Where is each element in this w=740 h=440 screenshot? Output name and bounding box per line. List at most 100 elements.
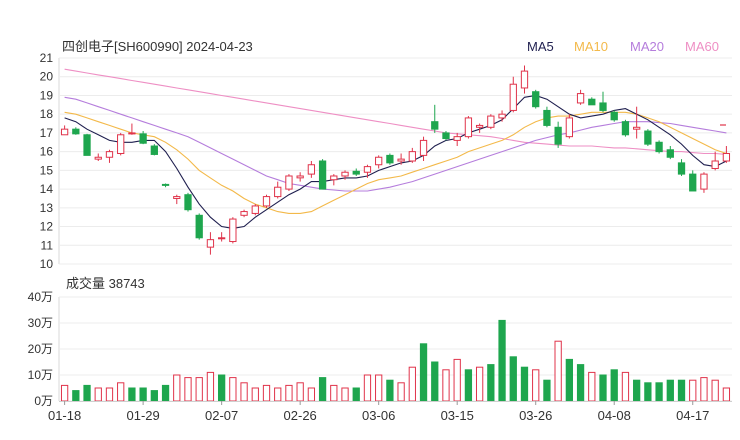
x-tick-label: 04-17 [676,408,709,423]
candle [262,194,271,208]
candle-body [520,70,529,89]
candle [487,114,495,130]
volume-bar [610,369,618,402]
candle-body [655,141,663,153]
candle-body [498,113,506,119]
candle-body [487,115,495,128]
volume-bar [206,371,215,402]
volume-bar [251,387,259,402]
candle-body [397,158,405,162]
volume-bar [666,379,674,402]
price-y-axis: 10 11 12 13 14 15 16 17 18 19 20 21 [40,51,54,271]
legend-ma5: MA5 [527,39,554,54]
volume-bar [655,382,663,402]
volume-bar [554,340,562,402]
candle-body [408,151,416,162]
candle-body [330,175,338,181]
candle-body [94,156,102,160]
candle [161,183,170,188]
volume-bar [475,366,484,402]
candle-body [274,186,282,198]
candle-body [262,196,271,207]
candle-body [218,237,226,240]
candle [72,127,80,135]
candle-body [161,183,170,186]
x-tick-label: 01-29 [127,408,160,423]
volume-y-axis: 0万 10万 20万 30万 40万 [28,290,53,408]
candle-body [442,132,450,140]
volume-bar [285,384,293,402]
candle [689,170,697,192]
candle-body [139,133,147,144]
candle-body [588,98,596,106]
volume-bar [487,364,495,402]
candle-body [285,175,293,190]
volume-bar [195,377,203,402]
volume-bars [60,319,731,402]
x-tick-label: 03-26 [519,408,552,423]
volume-bar [677,379,686,402]
candle [554,121,562,148]
candle-body [532,91,540,108]
candle-body [184,194,192,211]
legend-ma20: MA20 [630,39,664,54]
candle-body [689,173,697,192]
candle [375,155,383,169]
volume-title: 成交量 38743 [66,276,145,291]
x-axis: 01-18 01-29 02-07 02-26 03-06 03-15 03-26 04-08… [48,401,732,423]
price-y-tick-label: 16 [40,145,54,159]
candle [532,89,540,109]
price-y-tick-label: 15 [40,163,54,177]
candle-body [666,149,674,158]
candle [352,168,360,176]
price-y-tick-label: 21 [40,51,54,65]
candle [442,131,450,141]
candle [251,204,259,216]
candle [431,104,439,133]
volume-bar [94,387,102,402]
candle-body [543,109,551,126]
candle [218,232,226,242]
candle-body [251,205,259,214]
candle [83,133,91,156]
volume-bar [307,387,316,402]
volume-bar [565,358,573,402]
legend-ma60: MA60 [685,39,719,54]
candle [464,116,473,139]
volume-bar [72,390,80,402]
price-title: 四创电子[SH600990] 2024-04-23 [62,39,253,54]
candle [128,123,136,135]
volume-bar [520,366,529,402]
volume-bar [576,364,585,402]
volume-y-tick-label: 10万 [28,368,53,382]
candle [195,213,203,240]
candle-body [318,160,327,190]
candle-body [576,93,585,104]
volume-bar [442,369,450,402]
candle-body [419,139,428,156]
volume-bar [296,382,304,402]
candle [307,161,316,178]
candle [700,172,708,193]
candle-body [431,121,439,130]
candle [408,147,416,163]
candle [509,76,517,113]
volume-bar [184,377,192,402]
price-y-tick-label: 20 [40,70,54,84]
volume-bar [139,387,147,402]
candle [363,164,372,178]
volume-bar [621,371,630,402]
candle-body [195,214,203,239]
volume-bar [431,361,439,402]
price-grid [58,57,732,265]
x-tick-label: 02-07 [205,408,238,423]
volume-bar [588,371,596,402]
price-y-tick-label: 11 [41,238,54,252]
candle-body [60,128,69,136]
volume-bar [161,384,170,402]
volume-bar [105,387,114,402]
candle-body [386,154,394,164]
candle [475,123,484,133]
candle [576,89,585,105]
volume-panel: 成交量 38743 0万 10万 20万 30万 40万 [28,276,732,408]
